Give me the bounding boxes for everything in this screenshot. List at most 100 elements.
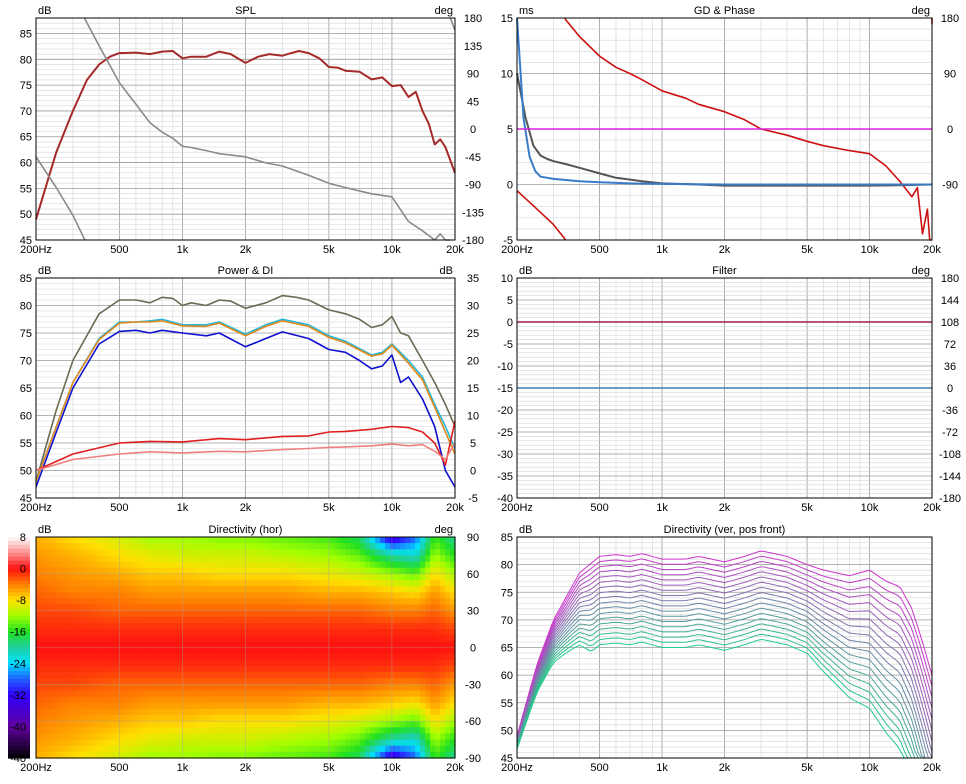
heatmap-cell [90,733,97,741]
heatmap-cell [425,543,431,550]
heatmap-cell [360,727,366,734]
heatmap-cell [220,708,227,716]
y-tick-label: 85 [20,28,32,40]
heatmap-cell [340,586,346,593]
heatmap-cell [345,537,351,544]
heatmap-cell [330,555,336,563]
colorbar-tick-label: -8 [16,595,26,607]
heatmap-cell [245,549,252,556]
heatmap-cell [120,690,127,698]
heatmap-cell [375,708,381,716]
y-tick-label: 80 [20,54,32,66]
heatmap-cell [210,586,217,593]
heatmap-cell [75,690,82,698]
heatmap-cell [245,641,252,649]
heatmap-cell [400,684,406,691]
heatmap-cell [215,751,222,759]
heatmap-cell [175,629,182,636]
heatmap-cell [51,610,57,618]
heatmap-cell [115,555,122,563]
vertical-directivity-curve [516,581,933,742]
heatmap-cell [290,567,296,575]
colorbar-band [8,675,30,680]
heatmap-cell [330,696,336,704]
heatmap-cell [390,647,396,655]
heatmap-cell [115,672,122,679]
heatmap-cell [355,629,361,636]
heatmap-cell [245,672,252,679]
heatmap-cell [65,573,72,581]
heatmap-cell [260,739,267,747]
heatmap-cell [395,665,401,673]
heatmap-cell [385,672,391,679]
heatmap-cell [280,659,286,667]
heatmap-cell [165,702,172,710]
heatmap-cell [285,561,291,569]
heatmap-cell [195,592,202,599]
heatmap-cell [280,721,286,728]
heatmap-cell [56,561,62,569]
heatmap-cell [175,745,182,753]
heatmap-cell [290,647,296,655]
heatmap-cell [370,684,376,691]
heatmap-cell [325,739,331,747]
heatmap-cell [130,659,137,667]
heatmap-cell [280,690,286,698]
heatmap-cell [205,635,212,642]
heatmap-cell [56,573,62,581]
heatmap-cell [85,721,92,728]
heatmap-cell [250,543,257,550]
heatmap-cell [390,733,396,741]
heatmap-cell [430,665,436,673]
heatmap-cell [135,537,142,544]
heatmap-cell [425,739,431,747]
heatmap-cell [185,641,192,649]
heatmap-cell [205,616,212,624]
heatmap-cell [36,592,42,599]
heatmap-cell [430,555,436,563]
heatmap-cell [130,549,137,556]
heatmap-cell [235,745,242,753]
heatmap-cell [370,543,376,550]
heatmap-cell [120,543,127,550]
heatmap-cell [290,715,296,722]
heatmap-cell [435,629,441,636]
heatmap-cell [110,659,117,667]
heatmap-cell [420,702,426,710]
heatmap-cell [310,733,316,741]
heatmap-cell [130,635,137,642]
heatmap-cell [240,610,247,618]
heatmap-cell [265,561,272,569]
heatmap-cell [95,665,102,673]
heatmap-cell [300,647,306,655]
heatmap-cell [240,647,247,655]
heatmap-cell [310,690,316,698]
heatmap-cell [105,573,112,581]
heatmap-cell [155,567,162,575]
heatmap-cell [175,586,182,593]
heatmap-cell [335,696,341,704]
colorbar-band [8,608,30,613]
heatmap-cell [440,561,446,569]
heatmap-cell [270,629,276,636]
heatmap-cell [430,745,436,753]
heatmap-cell [415,721,421,728]
heatmap-cell [65,665,72,673]
y2-tick-label: 20 [467,356,479,368]
heatmap-cell [160,739,167,747]
heatmap-cell [165,537,172,544]
heatmap-cell [160,715,167,722]
heatmap-cell [275,708,281,716]
heatmap-cell [170,616,177,624]
heatmap-cell [70,555,77,563]
heatmap-cell [36,715,42,722]
series-group-delay-2-1 [516,17,932,186]
heatmap-cell [115,739,122,747]
heatmap-cell [360,684,366,691]
heatmap-cell [420,616,426,624]
heatmap-cell [250,672,257,679]
heatmap-cell [405,721,411,728]
heatmap-cell [350,610,356,618]
heatmap-cell [70,629,77,636]
heatmap-cell [385,598,391,606]
